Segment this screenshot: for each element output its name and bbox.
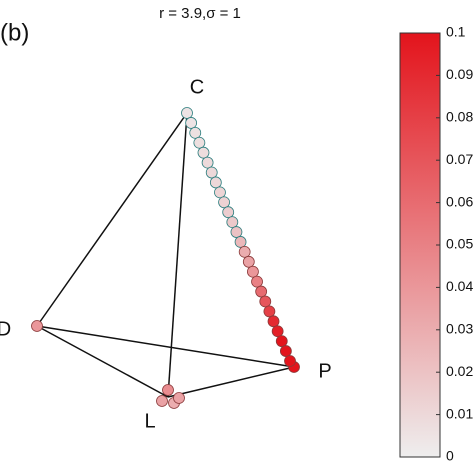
panel-label: (b) (0, 19, 29, 46)
vertex-label: D (0, 318, 11, 340)
colorbar-tick-label: 0.05 (446, 236, 473, 252)
colorbar-tick-label: 0.08 (446, 109, 473, 125)
state-point (173, 392, 185, 404)
colorbar-tick-label: 0.07 (446, 151, 473, 167)
trajectory-point (263, 305, 276, 318)
state-point (31, 320, 43, 332)
trajectory-point (181, 107, 193, 119)
state-point (162, 384, 174, 396)
vertex-label: P (318, 360, 331, 382)
trajectory-point (222, 206, 235, 219)
trajectory-point (193, 136, 206, 149)
vertex-label: L (144, 410, 155, 432)
edge (167, 366, 295, 398)
chart-title: r = 3.9,σ = 1 (159, 5, 241, 22)
trajectory-point (209, 176, 222, 189)
colorbar (399, 32, 441, 458)
trajectory-point (218, 196, 230, 209)
state-point (156, 395, 168, 407)
colorbar-tick-label: 0 (446, 448, 454, 464)
trajectory-point (251, 275, 263, 288)
trajectory-point (185, 117, 198, 129)
colorbar-tick-label: 0.02 (446, 363, 473, 379)
trajectory-point (234, 236, 247, 248)
colorbar-tick-label: 0.06 (446, 193, 473, 209)
edge (36, 112, 188, 327)
trajectory-point (271, 325, 284, 338)
edge (36, 325, 295, 368)
trajectory-point (255, 285, 268, 298)
trajectory-point (238, 245, 251, 258)
trajectory-point (267, 315, 280, 328)
trajectory-point (201, 156, 214, 169)
vertex-label: C (190, 76, 204, 98)
trajectory-point (214, 186, 226, 199)
trajectory-point (205, 166, 218, 179)
colorbar-tick-label: 0.09 (446, 66, 473, 82)
trajectory-point (275, 335, 288, 348)
trajectory-point (242, 255, 255, 268)
trajectory-point (284, 355, 296, 367)
trajectory-point (197, 146, 210, 159)
trajectory-point (279, 345, 292, 357)
colorbar-tick-label: 0.1 (446, 24, 466, 40)
trajectory-point (189, 126, 202, 139)
trajectory-point (226, 216, 239, 229)
edge (167, 112, 188, 398)
edge (36, 325, 169, 398)
colorbar-tick-label: 0.04 (446, 278, 473, 294)
trajectory-point (247, 265, 259, 278)
colorbar-tick-label: 0.01 (446, 405, 473, 421)
trajectory-point (230, 226, 243, 238)
simplex-edges (36, 112, 295, 398)
colorbar-tick-label: 0.03 (446, 321, 473, 337)
trajectory-point (259, 295, 272, 308)
